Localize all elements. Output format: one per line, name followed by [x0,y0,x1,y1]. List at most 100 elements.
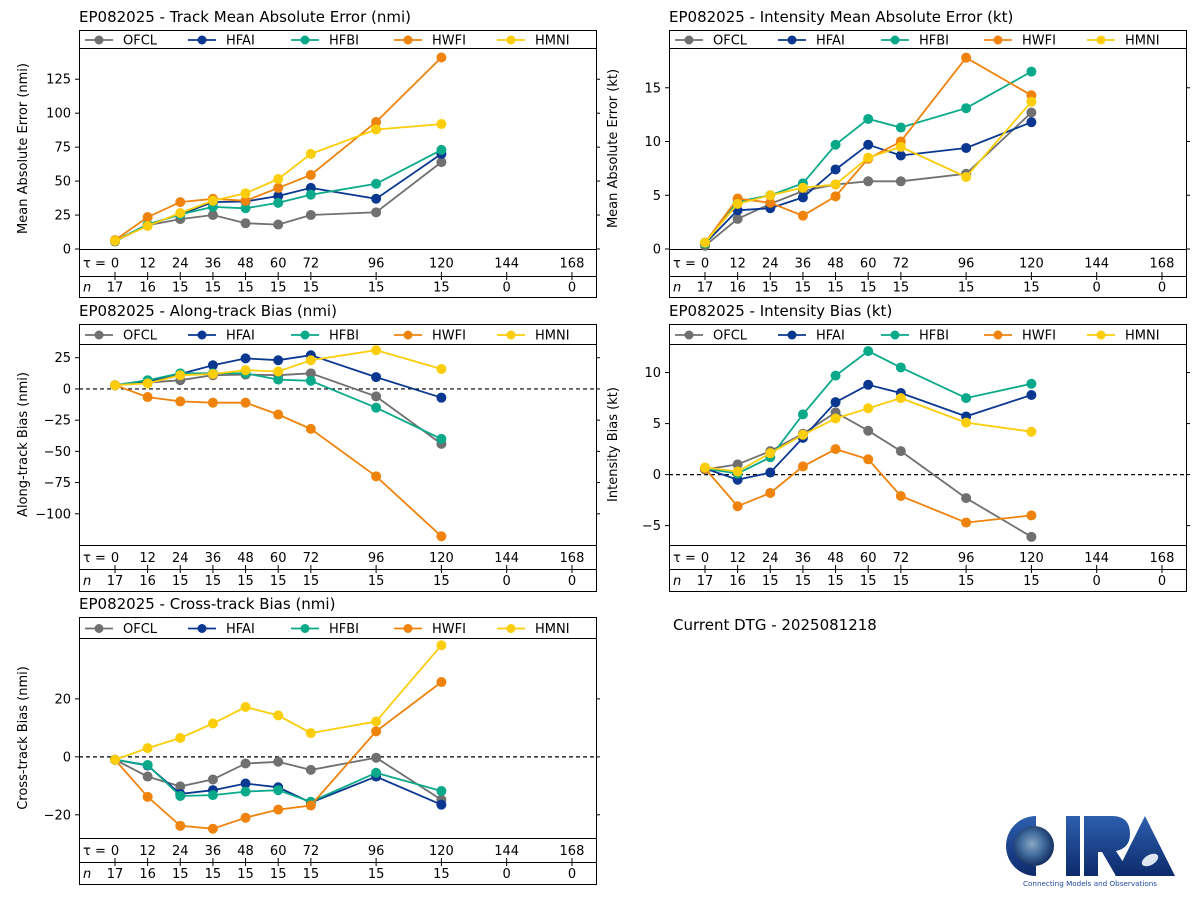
legend-item-hmni[interactable]: HMNI [1087,34,1160,49]
legend-item-hfbi[interactable]: HFBI [291,34,359,49]
legend-item-hwfi[interactable]: HWFI [984,329,1056,344]
data-point [207,397,218,408]
logo-tagline: Connecting Models and Observations [1023,879,1157,888]
y-tick-label: 0 [653,243,661,258]
n-count-label: 0 [503,574,511,589]
y-tick-label: 5 [653,417,661,432]
legend-item-hfbi[interactable]: HFBI [291,329,359,344]
data-point [240,812,251,823]
legend-item-hmni[interactable]: HMNI [497,329,570,344]
x-tick-label: 36 [205,551,222,566]
n-count-label: 16 [139,281,156,296]
series-line [704,56,1032,244]
data-point [142,378,153,389]
data-point [961,142,972,153]
y-tick-label: −20 [44,808,71,823]
data-point [175,370,186,381]
x-tick-label: 168 [560,551,585,566]
chart-intensity: EP082025 - Intensity Mean Absolute Error… [606,8,1190,298]
x-tick-label: 36 [795,257,812,272]
legend-item-ofcl[interactable]: OFCL [85,329,158,344]
legend-item-hwfi[interactable]: HWFI [394,622,466,637]
x-tick-label: 120 [429,257,454,272]
legend-item-hfai[interactable]: HFAI [188,34,255,49]
data-point [371,726,382,737]
data-point [240,365,251,376]
data-point [142,771,153,782]
n-count-label: 15 [270,574,287,589]
data-point [797,461,808,472]
legend-item-ofcl[interactable]: OFCL [675,34,748,49]
legend-item-ofcl[interactable]: OFCL [85,622,158,637]
data-point [371,178,382,189]
n-count-label: 15 [270,281,287,296]
legend-item-hfbi[interactable]: HFBI [881,34,949,49]
legend-item-hfai[interactable]: HFAI [188,622,255,637]
legend-label: OFCL [123,34,158,49]
n-count-label: 15 [237,281,254,296]
legend-item-hwfi[interactable]: HWFI [394,329,466,344]
legend-item-hfai[interactable]: HFAI [188,329,255,344]
data-point [863,113,874,124]
data-point [732,459,743,470]
data-point [895,150,906,161]
legend-label: HFAI [816,329,845,344]
x-tick-label: 48 [237,257,254,272]
y-tick-label: −5 [642,519,661,534]
x-tick-label: 72 [303,257,320,272]
data-point [273,355,284,366]
x-tick-label: 144 [494,844,519,859]
legend-label: HFBI [919,34,949,49]
data-point [142,220,153,231]
n-count-label: 15 [303,867,320,882]
legend-item-hwfi[interactable]: HWFI [394,34,466,49]
y-tick-label: −100 [35,507,71,522]
data-point [240,786,251,797]
data-point [305,375,316,386]
data-point [436,392,447,403]
n-count-label: 15 [958,574,975,589]
n-count-label: 0 [1093,574,1101,589]
n-count-label: 15 [237,867,254,882]
legend: OFCL HFAI HFBI HWFI HMNI [675,34,1160,49]
series-hwfi [110,52,447,246]
legend-item-hmni[interactable]: HMNI [497,622,570,637]
data-point [797,429,808,440]
data-point [436,531,447,542]
cira-logo: Connecting Models and Observations [1006,816,1175,888]
data-point [207,368,218,379]
data-point [961,517,972,528]
legend: OFCL HFAI HFBI HWFI HMNI [85,34,570,49]
x-tick-label: 60 [270,844,287,859]
y-tick-label: 15 [644,81,661,96]
legend-item-hfbi[interactable]: HFBI [291,622,359,637]
legend-item-hfai[interactable]: HFAI [778,34,845,49]
data-point [732,213,743,224]
legend-item-ofcl[interactable]: OFCL [85,34,158,49]
legend-item-hmni[interactable]: HMNI [497,34,570,49]
x-tick-label: 60 [270,551,287,566]
data-point [207,790,218,801]
data-point [895,362,906,373]
x-tick-label: 12 [729,257,746,272]
legend-marker [684,35,694,45]
legend-item-hwfi[interactable]: HWFI [984,34,1056,49]
legend-item-hfai[interactable]: HFAI [778,329,845,344]
legend-marker [993,330,1003,340]
legend-label: HMNI [535,622,570,637]
x-tick-label: 72 [303,844,320,859]
logo-letter-i [1066,816,1080,876]
legend-item-hfbi[interactable]: HFBI [881,329,949,344]
data-point [371,471,382,482]
data-point [1026,96,1037,107]
data-point [371,124,382,135]
legend-label: HFBI [919,329,949,344]
legend-item-ofcl[interactable]: OFCL [675,329,748,344]
data-point [863,139,874,150]
x-tick-label: 120 [429,551,454,566]
data-point [765,448,776,459]
legend-marker [787,35,797,45]
n-count-label: 15 [827,574,844,589]
series-hwfi [110,380,447,542]
legend-item-hmni[interactable]: HMNI [1087,329,1160,344]
